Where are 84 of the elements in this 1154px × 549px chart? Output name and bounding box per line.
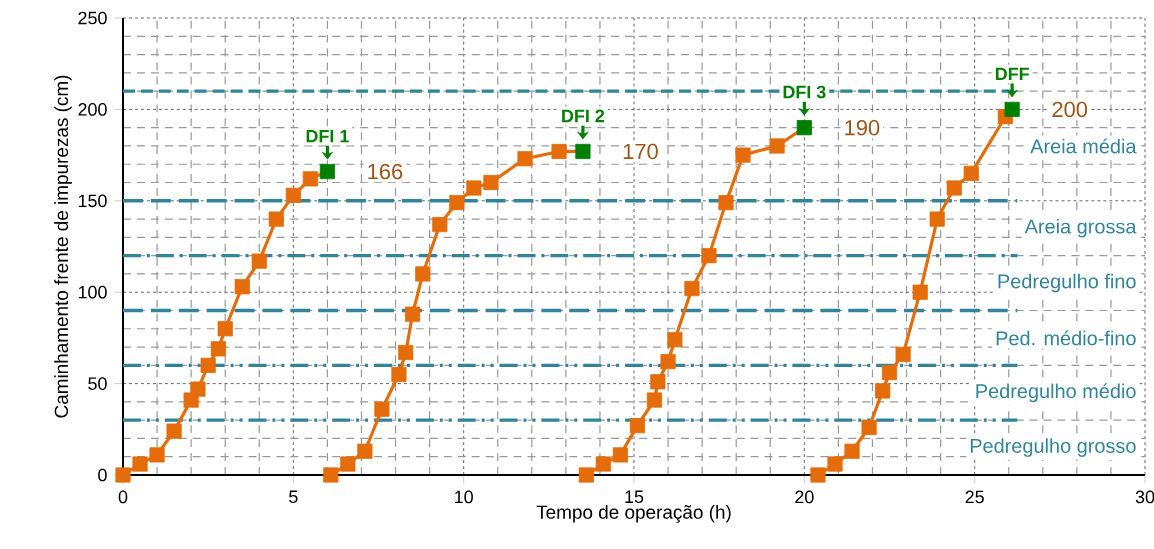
annotation: DFI 3: [783, 85, 826, 99]
x-tick-label: 10: [455, 490, 473, 504]
point: [875, 383, 891, 399]
point: [612, 447, 628, 463]
point: [629, 418, 645, 434]
data-label: 166: [368, 163, 403, 180]
point: [769, 138, 785, 154]
point: [551, 143, 567, 160]
y-tick-label: 250: [78, 11, 107, 25]
point: [115, 467, 131, 483]
y-axis-title: Caminhamento frente de impurezas (cm): [54, 75, 72, 418]
point: [946, 180, 962, 196]
annotation: DFF: [995, 67, 1029, 81]
x-tick-label: 20: [795, 490, 814, 504]
point: [881, 365, 898, 381]
point: [340, 456, 356, 472]
data-label: 200: [1052, 101, 1088, 118]
point: [796, 120, 812, 136]
point: [374, 401, 390, 417]
point: [1004, 101, 1020, 117]
x-tick-label: 25: [965, 490, 984, 504]
point: [285, 187, 301, 203]
point: [844, 443, 860, 459]
point: [391, 366, 407, 383]
ref-line-label: Areia grossa: [1024, 218, 1137, 238]
point: [517, 151, 533, 167]
annotation: DFI 1: [306, 129, 349, 143]
point: [166, 423, 182, 439]
point: [650, 374, 666, 390]
point: [466, 180, 482, 196]
point: [578, 467, 594, 483]
point: [684, 280, 700, 297]
point: [912, 284, 928, 300]
point: [302, 171, 318, 187]
point: [575, 143, 591, 160]
x-tick-label: 5: [289, 490, 298, 504]
y-tick-label: 100: [78, 285, 107, 299]
point: [735, 147, 751, 163]
point: [251, 253, 267, 269]
point: [405, 306, 421, 322]
x-tick-label: 30: [1135, 490, 1154, 504]
point: [415, 266, 431, 282]
point: [268, 211, 284, 227]
point: [210, 341, 226, 357]
point: [432, 216, 448, 233]
annotation: 170: [623, 143, 658, 160]
point: [132, 456, 148, 472]
y-tick-label: 150: [78, 194, 107, 208]
point: [357, 443, 373, 459]
ref-line-label: Pedregulho fino: [998, 273, 1136, 293]
point: [895, 346, 911, 362]
y-tick-label: 0: [98, 468, 107, 482]
point: [483, 174, 499, 191]
ref-line-label: Pedregulho médio: [976, 383, 1136, 403]
point: [718, 195, 734, 211]
point: [963, 165, 979, 181]
y-tick-label: 200: [78, 103, 107, 116]
x-tick-label: 15: [625, 490, 644, 504]
ref-line-label: Areia média: [1030, 138, 1137, 154]
y-tick-label: 50: [88, 377, 107, 390]
point: [234, 279, 250, 295]
point: [200, 357, 216, 373]
point: [595, 456, 611, 472]
point: [398, 344, 414, 361]
point: [323, 467, 339, 483]
annotation: DFI 2: [562, 109, 605, 123]
point: [217, 321, 233, 337]
point: [810, 467, 826, 483]
point: [929, 211, 945, 227]
point: [861, 419, 877, 436]
point: [660, 354, 676, 370]
point: [827, 456, 843, 472]
ref-line-label: Ped. médio-fino: [996, 330, 1136, 346]
point: [449, 195, 465, 211]
x-axis-title: Tempo de operação (h): [536, 504, 731, 523]
point: [190, 381, 206, 397]
ref-line-label: Pedregulho grosso: [970, 438, 1136, 457]
point: [319, 163, 335, 180]
point: [646, 392, 663, 408]
point: [701, 248, 717, 264]
point: [667, 332, 683, 348]
point: [149, 447, 165, 463]
data-label: 190: [845, 119, 880, 136]
x-tick-label: 0: [118, 490, 128, 504]
